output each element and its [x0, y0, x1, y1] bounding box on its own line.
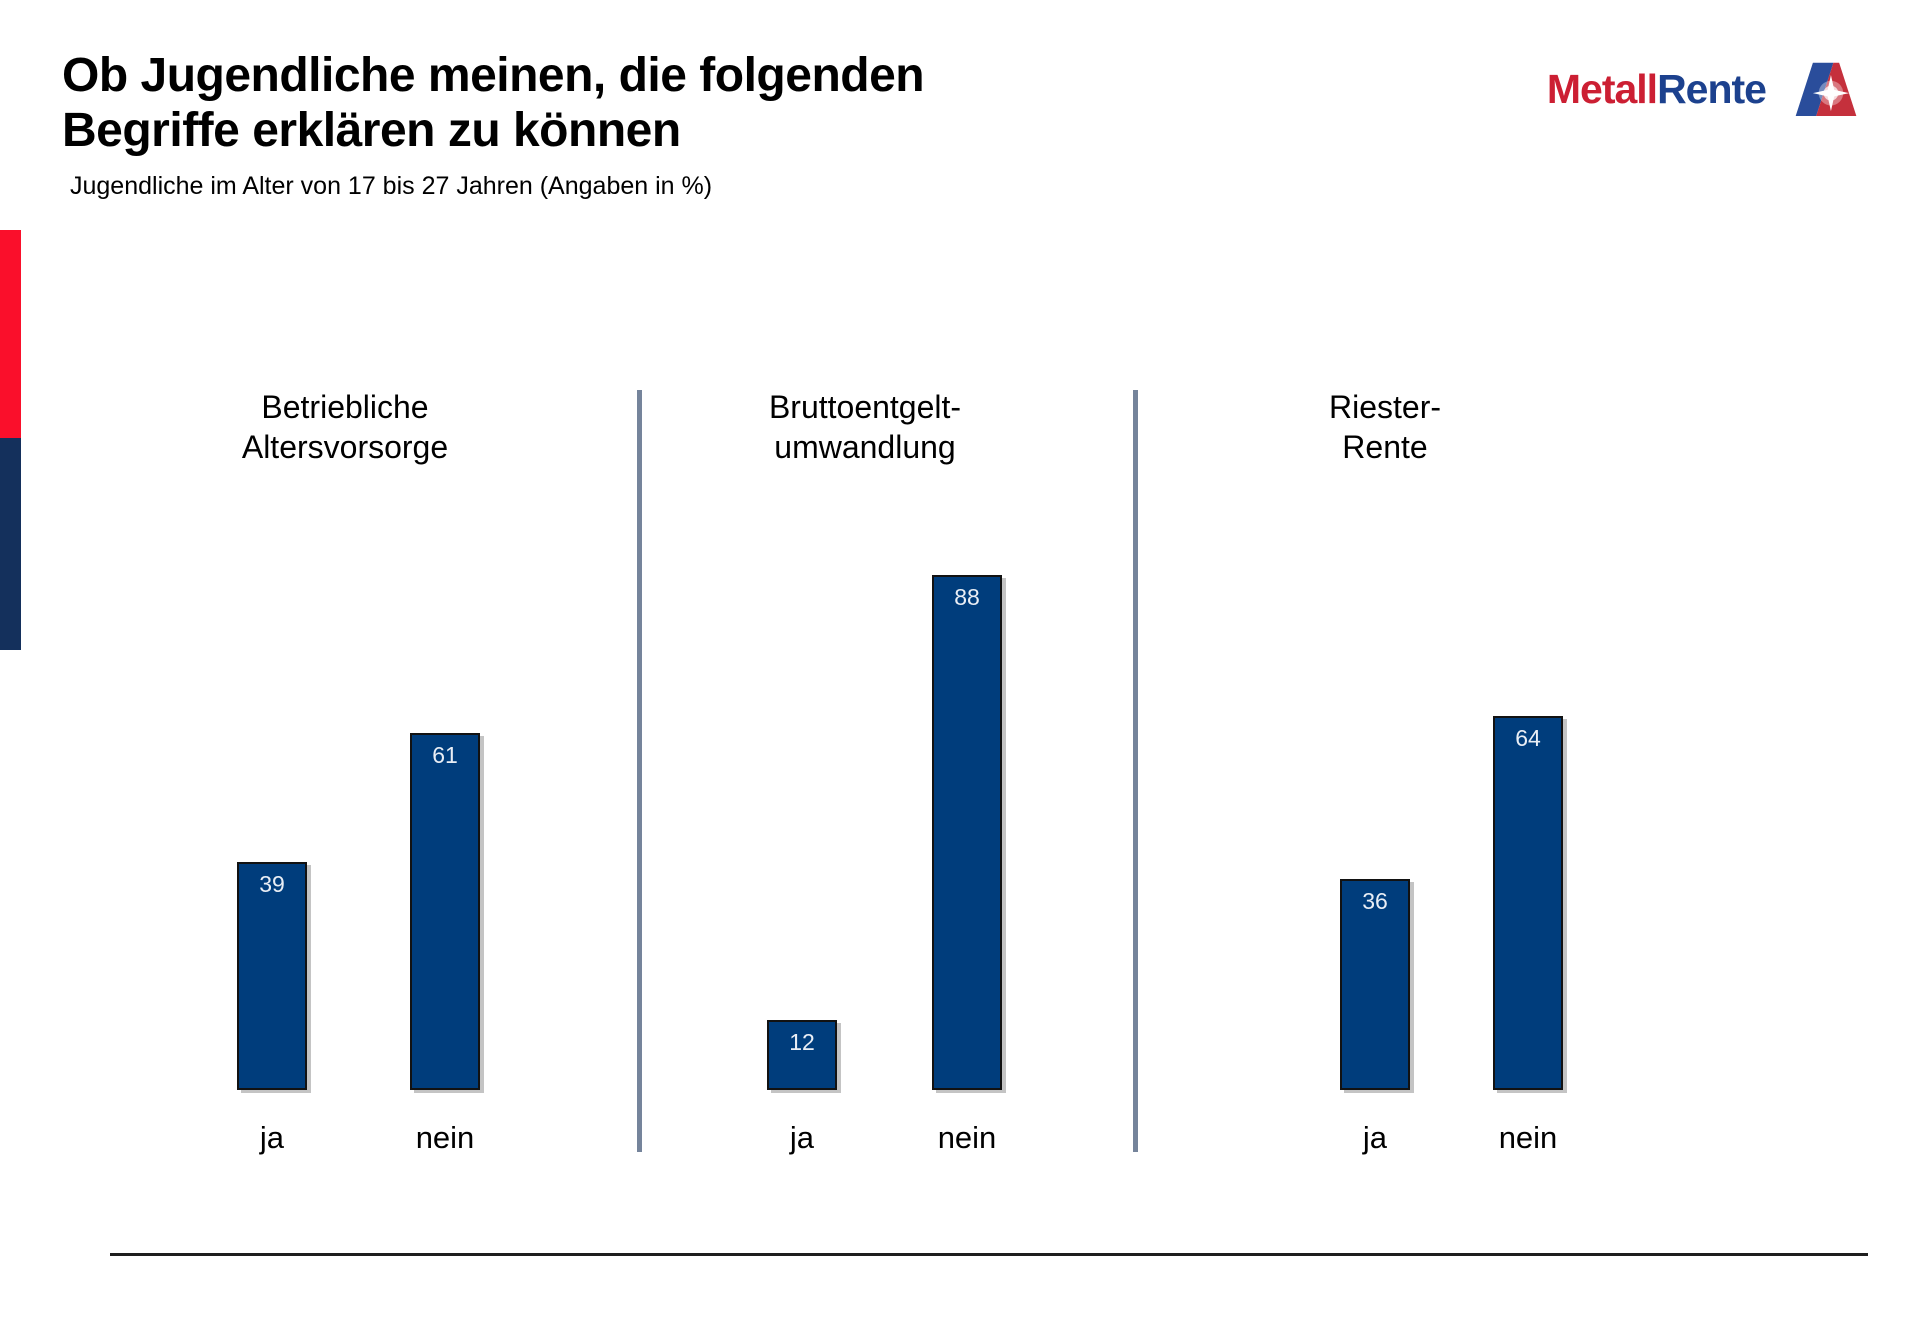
category-label-ja: ja	[789, 1120, 815, 1155]
metallrente-mark-icon	[1795, 62, 1857, 117]
bar-nein: 88	[932, 575, 1002, 1090]
footer-rule	[110, 1253, 1868, 1256]
category-label-nein: nein	[937, 1120, 997, 1155]
page-title-line1: Ob Jugendliche meinen, die folgenden	[62, 49, 925, 102]
bar-ja: 36	[1340, 879, 1410, 1090]
bar-nein: 64	[1493, 716, 1563, 1090]
category-label-ja: ja	[259, 1120, 285, 1155]
bar-ja: 39	[237, 862, 307, 1090]
bar-nein: 61	[410, 733, 480, 1090]
group-label-line1: Betriebliche	[261, 389, 429, 425]
accent-bar-navy	[0, 438, 21, 650]
group-divider	[1133, 390, 1138, 1152]
category-label-ja: ja	[1362, 1120, 1388, 1155]
bar-value-label: 88	[954, 584, 980, 610]
group-label: Bruttoentgelt-umwandlung	[635, 388, 1095, 467]
bar-value-label: 64	[1515, 725, 1541, 751]
accent-bar-red	[0, 230, 21, 438]
group-divider	[637, 390, 642, 1152]
bar-value-label: 36	[1362, 888, 1388, 914]
group-label: Betriebliche Altersvorsorge	[115, 388, 575, 467]
logo-wordmark: MetallRente	[1546, 65, 1767, 113]
category-label-nein: nein	[415, 1120, 475, 1155]
page-title-line2: Begriffe erklären zu können	[62, 104, 681, 158]
bar-value-label: 61	[432, 742, 458, 768]
bar-value-label: 39	[259, 871, 285, 897]
group-label-line2: Altersvorsorge	[241, 428, 449, 465]
group-label-line2: Rente	[1342, 428, 1428, 465]
bar-ja: 12	[767, 1020, 837, 1090]
category-label-nein: nein	[1498, 1120, 1558, 1155]
group-label-line1: Bruttoentgelt-	[768, 389, 962, 425]
group-label: Riester- Rente	[1155, 388, 1615, 467]
bar-value-label: 12	[789, 1029, 815, 1055]
logo-wordmark-metall: Metall	[1546, 65, 1658, 112]
page-title: Ob Jugendliche meinen, die folgenden Beg…	[62, 48, 925, 158]
page-subtitle: Jugendliche im Alter von 17 bis 27 Jahre…	[70, 172, 713, 200]
metallrente-logo: MetallRente	[1547, 60, 1858, 118]
group-label-line2: umwandlung	[774, 428, 956, 465]
group-label-line1: Riester-	[1328, 389, 1441, 425]
logo-wordmark-rente: Rente	[1657, 65, 1767, 112]
